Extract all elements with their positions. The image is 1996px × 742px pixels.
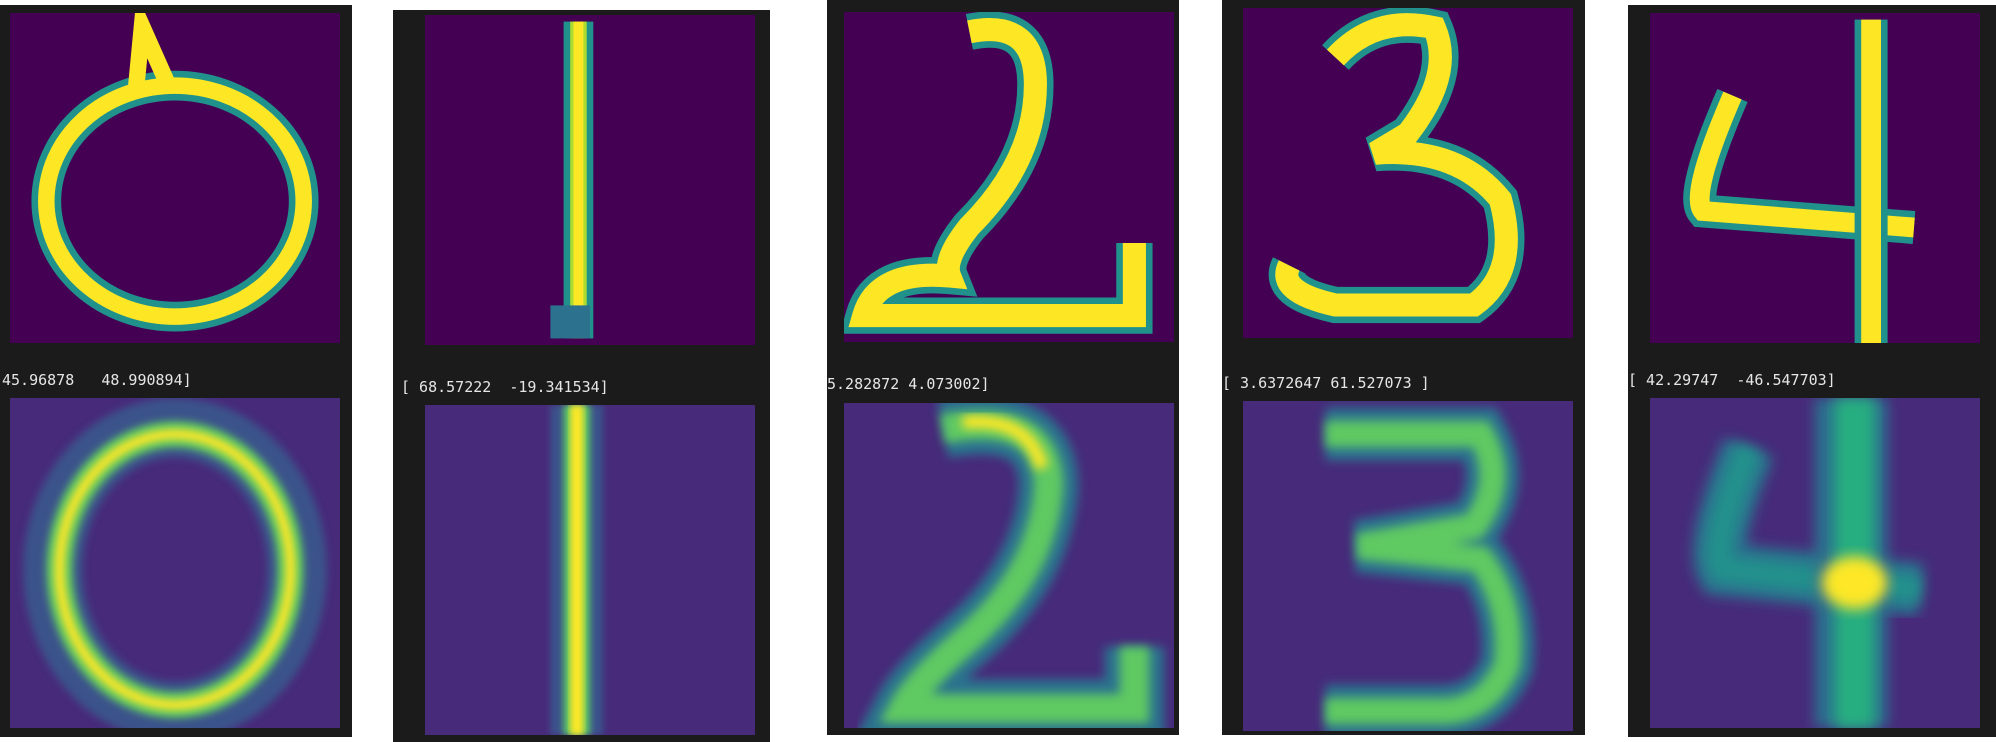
digit-panel-0: 45.96878 48.990894] bbox=[0, 5, 352, 737]
reconstructed-digit-image-2 bbox=[844, 403, 1174, 728]
digit-panel-4: [ 42.29747 -46.547703] bbox=[1628, 5, 1996, 737]
digit-panel-1: [ 68.57222 -19.341534] bbox=[393, 10, 770, 742]
digit-panel-2: 5.282872 4.073002] bbox=[827, 0, 1179, 735]
original-digit-image-0 bbox=[10, 13, 340, 343]
reconstructed-digit-image-0 bbox=[10, 398, 340, 728]
original-digit-image-3 bbox=[1243, 8, 1573, 338]
latent-vector-3: [ 3.6372647 61.527073 ] bbox=[1222, 374, 1430, 392]
latent-vector-0: 45.96878 48.990894] bbox=[2, 371, 192, 389]
reconstructed-digit-image-3 bbox=[1243, 401, 1573, 731]
latent-vector-4: [ 42.29747 -46.547703] bbox=[1628, 371, 1836, 389]
original-digit-image-4 bbox=[1650, 13, 1980, 343]
reconstructed-digit-image-1 bbox=[425, 405, 755, 735]
original-digit-image-2 bbox=[844, 12, 1174, 342]
reconstructed-digit-image-4 bbox=[1650, 398, 1980, 728]
latent-vector-1: [ 68.57222 -19.341534] bbox=[401, 378, 609, 396]
latent-vector-2: 5.282872 4.073002] bbox=[827, 375, 990, 393]
original-digit-image-1 bbox=[425, 15, 755, 345]
digit-panel-3: [ 3.6372647 61.527073 ] bbox=[1222, 0, 1585, 735]
